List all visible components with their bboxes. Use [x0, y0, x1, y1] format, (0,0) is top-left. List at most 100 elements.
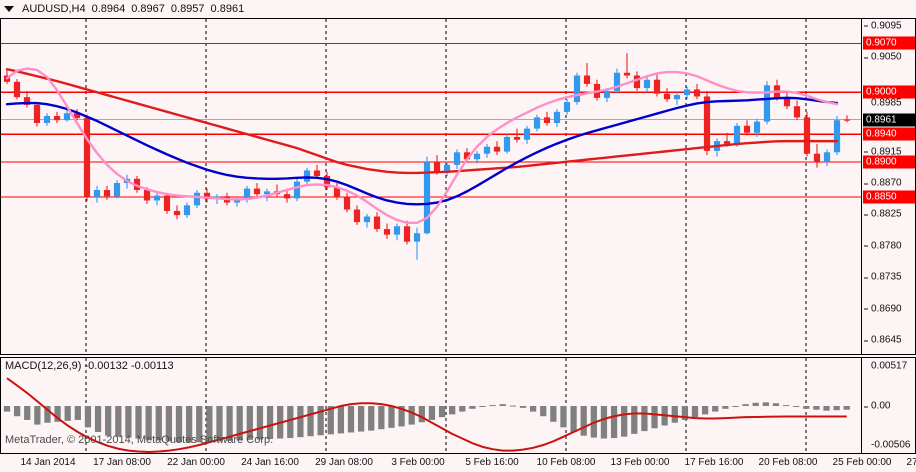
- candlestick: [313, 164, 321, 179]
- macd-histogram-bar: [671, 406, 678, 423]
- symbol-timeframe-label: AUDUSD,H4: [22, 3, 86, 15]
- macd-tick-label: -0.00506: [871, 439, 911, 451]
- macd-histogram-bar: [145, 406, 152, 440]
- price-chart-panel[interactable]: [0, 18, 862, 355]
- chart-header: AUDUSD,H4 0.8964 0.8967 0.8957 0.8961: [0, 0, 916, 18]
- ohlc-low: 0.8957: [170, 3, 205, 15]
- macd-histogram-bar: [580, 406, 587, 436]
- price-tick-label: 0.8735: [864, 272, 902, 283]
- price-tick-label: 0.8825: [864, 209, 902, 220]
- price-level-label[interactable]: 0.8940: [863, 127, 915, 141]
- price-scale[interactable]: 0.9095 0.9050 0.8915 0.8870 0.8825 0.8780 0.87…: [862, 18, 916, 355]
- macd-histogram-bar: [297, 406, 304, 438]
- macd-histogram-bar: [701, 406, 709, 415]
- macd-histogram-bar: [833, 406, 840, 411]
- candlestick: [43, 113, 51, 126]
- candlestick: [83, 114, 91, 202]
- macd-histogram-bar: [357, 406, 365, 432]
- macd-histogram-bar: [256, 406, 264, 440]
- time-axis[interactable]: 14 Jan 2014 17 Jan 08:00 22 Jan 00:00 24 Ja…: [0, 454, 916, 472]
- macd-histogram-bar: [782, 405, 790, 407]
- macd-histogram-bar: [570, 406, 577, 433]
- price-level-label[interactable]: 0.9070: [863, 36, 915, 50]
- macd-histogram-bar: [428, 406, 436, 420]
- macd-histogram-bar: [287, 406, 294, 439]
- macd-scale[interactable]: 0.00517 0.00 -0.00506: [862, 357, 916, 454]
- macd-histogram-bar: [64, 406, 71, 421]
- candlestick: [133, 176, 141, 193]
- candlestick: [413, 227, 421, 260]
- macd-histogram-bar: [135, 406, 142, 439]
- candlestick: [623, 53, 631, 79]
- macd-histogram-bar: [732, 406, 739, 408]
- macd-histogram-bar: [125, 406, 132, 438]
- candlestick: [513, 128, 521, 143]
- moving-average-line: [5, 96, 839, 206]
- macd-histogram-bar: [691, 406, 699, 418]
- macd-histogram-bar: [509, 405, 517, 407]
- macd-histogram-bar: [479, 406, 486, 408]
- candlestick: [393, 223, 401, 241]
- candlestick: [753, 118, 761, 137]
- candlestick: [503, 134, 511, 154]
- macd-histogram-bar: [499, 404, 506, 407]
- candlestick: [53, 111, 61, 123]
- macd-histogram-bar: [408, 406, 415, 425]
- candlestick: [643, 75, 651, 93]
- copyright-label: MetaTrader, © 2001-2014, MetaQuotes Soft…: [5, 434, 274, 446]
- price-level-label[interactable]: 0.9000: [863, 85, 915, 99]
- macd-histogram-bar: [266, 406, 274, 439]
- tick-mark: [864, 183, 868, 184]
- macd-tick-label: 0.00: [864, 401, 890, 412]
- price-level-label[interactable]: 0.8900: [863, 155, 915, 169]
- price-level-label[interactable]: 0.8850: [863, 190, 915, 204]
- macd-signal-line: [6, 377, 847, 453]
- candlestick: [333, 183, 341, 200]
- macd-histogram-bar: [165, 406, 173, 442]
- tick-mark: [864, 308, 868, 310]
- candlestick: [783, 92, 791, 110]
- candlestick: [73, 109, 81, 121]
- current-price-label[interactable]: 0.8961: [863, 113, 915, 126]
- macd-histogram-bar: [823, 406, 830, 411]
- macd-histogram-bar: [337, 406, 345, 434]
- candlestick: [493, 141, 501, 156]
- macd-histogram-bar: [378, 406, 385, 430]
- macd-title-label: MACD(12,26,9) -0.00132 -0.00113: [5, 360, 174, 372]
- candlestick: [763, 81, 771, 125]
- candlestick: [843, 115, 851, 123]
- macd-histogram-bar: [185, 406, 193, 443]
- macd-histogram-bar: [681, 406, 689, 420]
- macd-histogram-bar: [449, 406, 456, 415]
- macd-histogram-bar: [317, 406, 324, 436]
- tick-mark: [864, 151, 868, 153]
- macd-histogram-bar: [236, 406, 243, 441]
- candlestick: [323, 171, 331, 190]
- tick-mark: [864, 25, 868, 27]
- chevron-down-icon[interactable]: [4, 6, 14, 12]
- macd-histogram-bar: [519, 406, 527, 408]
- candlestick: [613, 68, 621, 94]
- candlestick: [743, 120, 751, 136]
- time-axis-label: 27 Feb 16:00: [906, 457, 916, 468]
- time-axis-label: 3 Feb 00:00: [391, 457, 445, 468]
- candlestick: [633, 71, 641, 91]
- macd-tick-label: 0.00517: [871, 360, 908, 372]
- candlestick: [303, 167, 311, 185]
- candlestick: [13, 79, 21, 100]
- macd-histogram-bar: [803, 406, 810, 409]
- time-axis-label: 13 Feb 00:00: [610, 457, 670, 468]
- candlestick: [553, 109, 561, 128]
- macd-histogram-bar: [155, 406, 162, 441]
- macd-indicator-panel[interactable]: [0, 357, 862, 454]
- candlestick: [693, 83, 701, 100]
- macd-histogram-bar: [550, 406, 557, 422]
- price-tick-label: 0.9050: [864, 52, 902, 63]
- candlestick: [23, 90, 31, 108]
- candlestick: [423, 156, 431, 235]
- macd-histogram-bar: [54, 406, 61, 422]
- candlestick: [533, 114, 541, 132]
- time-axis-label: 25 Feb 00:00: [832, 457, 892, 468]
- candlestick: [473, 150, 481, 164]
- time-axis-label: 17 Feb 16:00: [684, 457, 744, 468]
